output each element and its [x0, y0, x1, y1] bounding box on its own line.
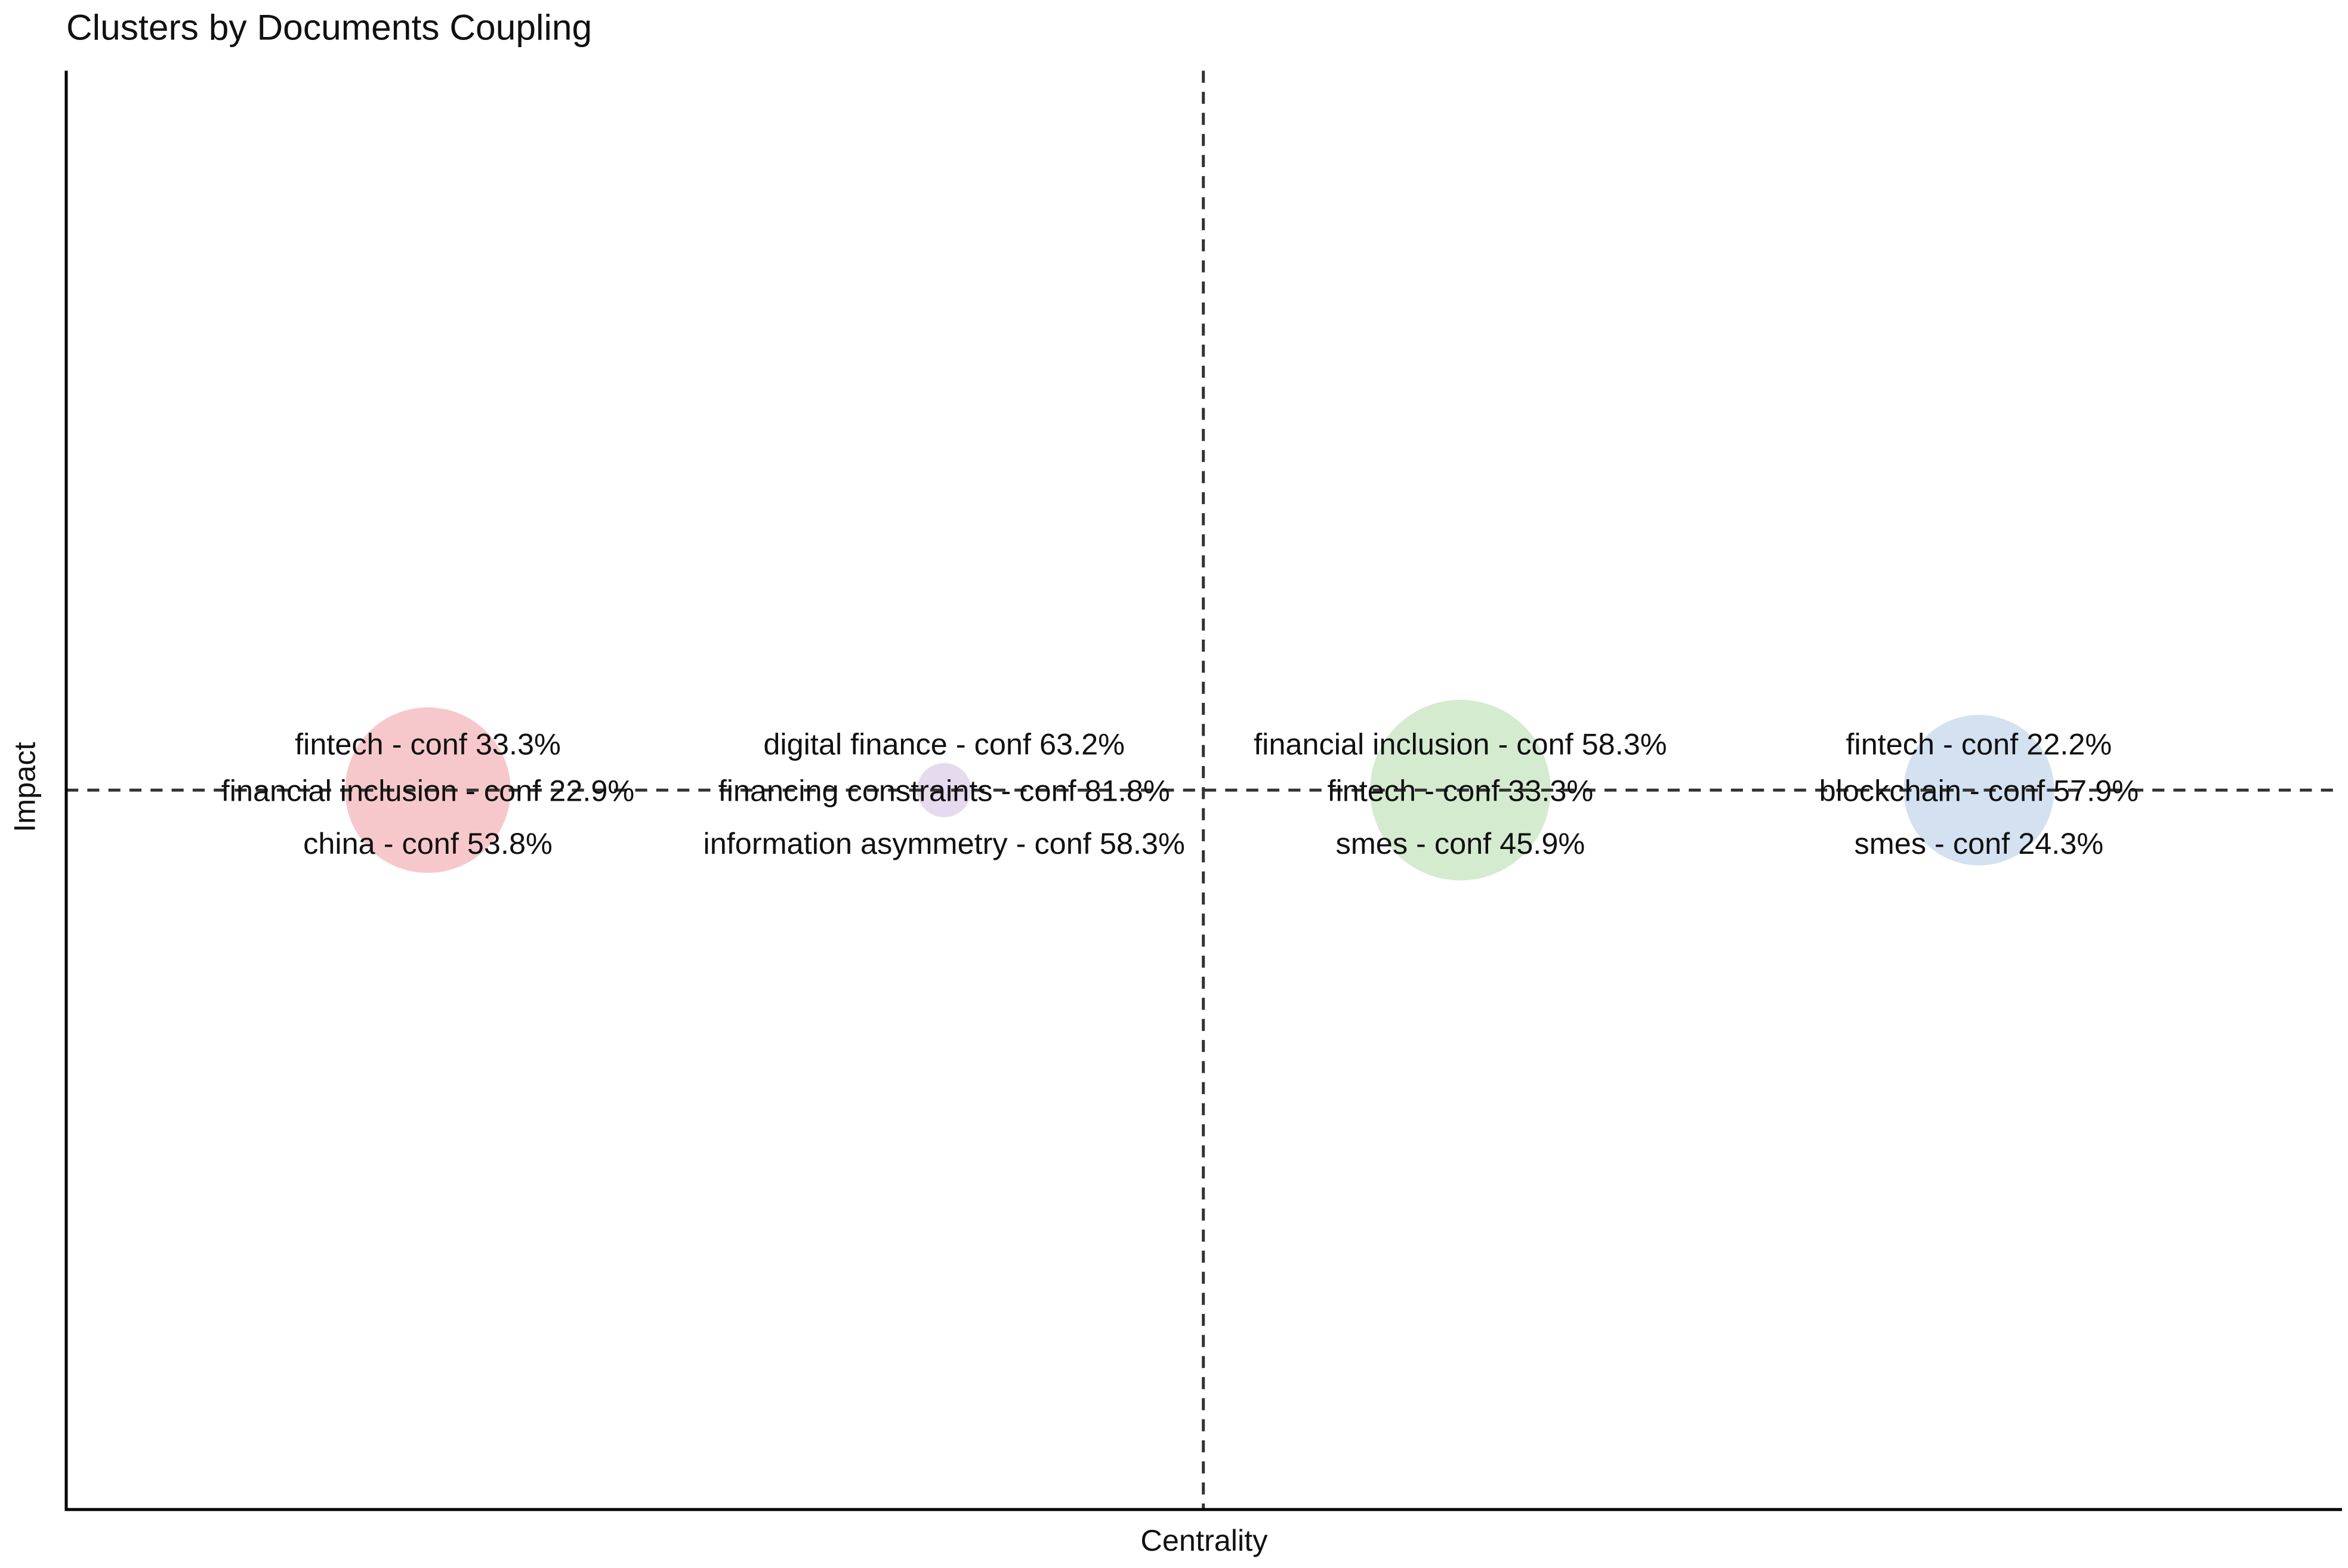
plot-area: fintech - conf 33.3% financial inclusion … [66, 70, 2341, 1510]
y-axis-label: Impact [8, 742, 42, 832]
cluster-label: financing constraints - conf 81.8% [718, 774, 1170, 808]
cluster-label: digital finance - conf 63.2% [763, 727, 1125, 761]
bubble [917, 763, 971, 817]
x-axis-label: Centrality [1140, 1523, 1268, 1557]
cluster-label: smes - conf 45.9% [1336, 826, 1585, 860]
cluster-label: fintech - conf 33.3% [1327, 774, 1593, 808]
bubble [1903, 715, 2054, 866]
cluster-label: fintech - conf 33.3% [295, 727, 561, 761]
cluster-label: blockchain - conf 57.9% [1819, 774, 2139, 808]
cluster-label: financial inclusion - conf 22.9% [221, 774, 635, 808]
cluster-label: financial inclusion - conf 58.3% [1254, 727, 1667, 761]
cluster-label: smes - conf 24.3% [1855, 826, 2104, 860]
cluster-label: information asymmetry - conf 58.3% [704, 826, 1185, 860]
cluster-label: fintech - conf 22.2% [1846, 727, 2112, 761]
chart-title: Clusters by Documents Coupling [66, 7, 592, 47]
cluster-label: china - conf 53.8% [303, 826, 553, 860]
